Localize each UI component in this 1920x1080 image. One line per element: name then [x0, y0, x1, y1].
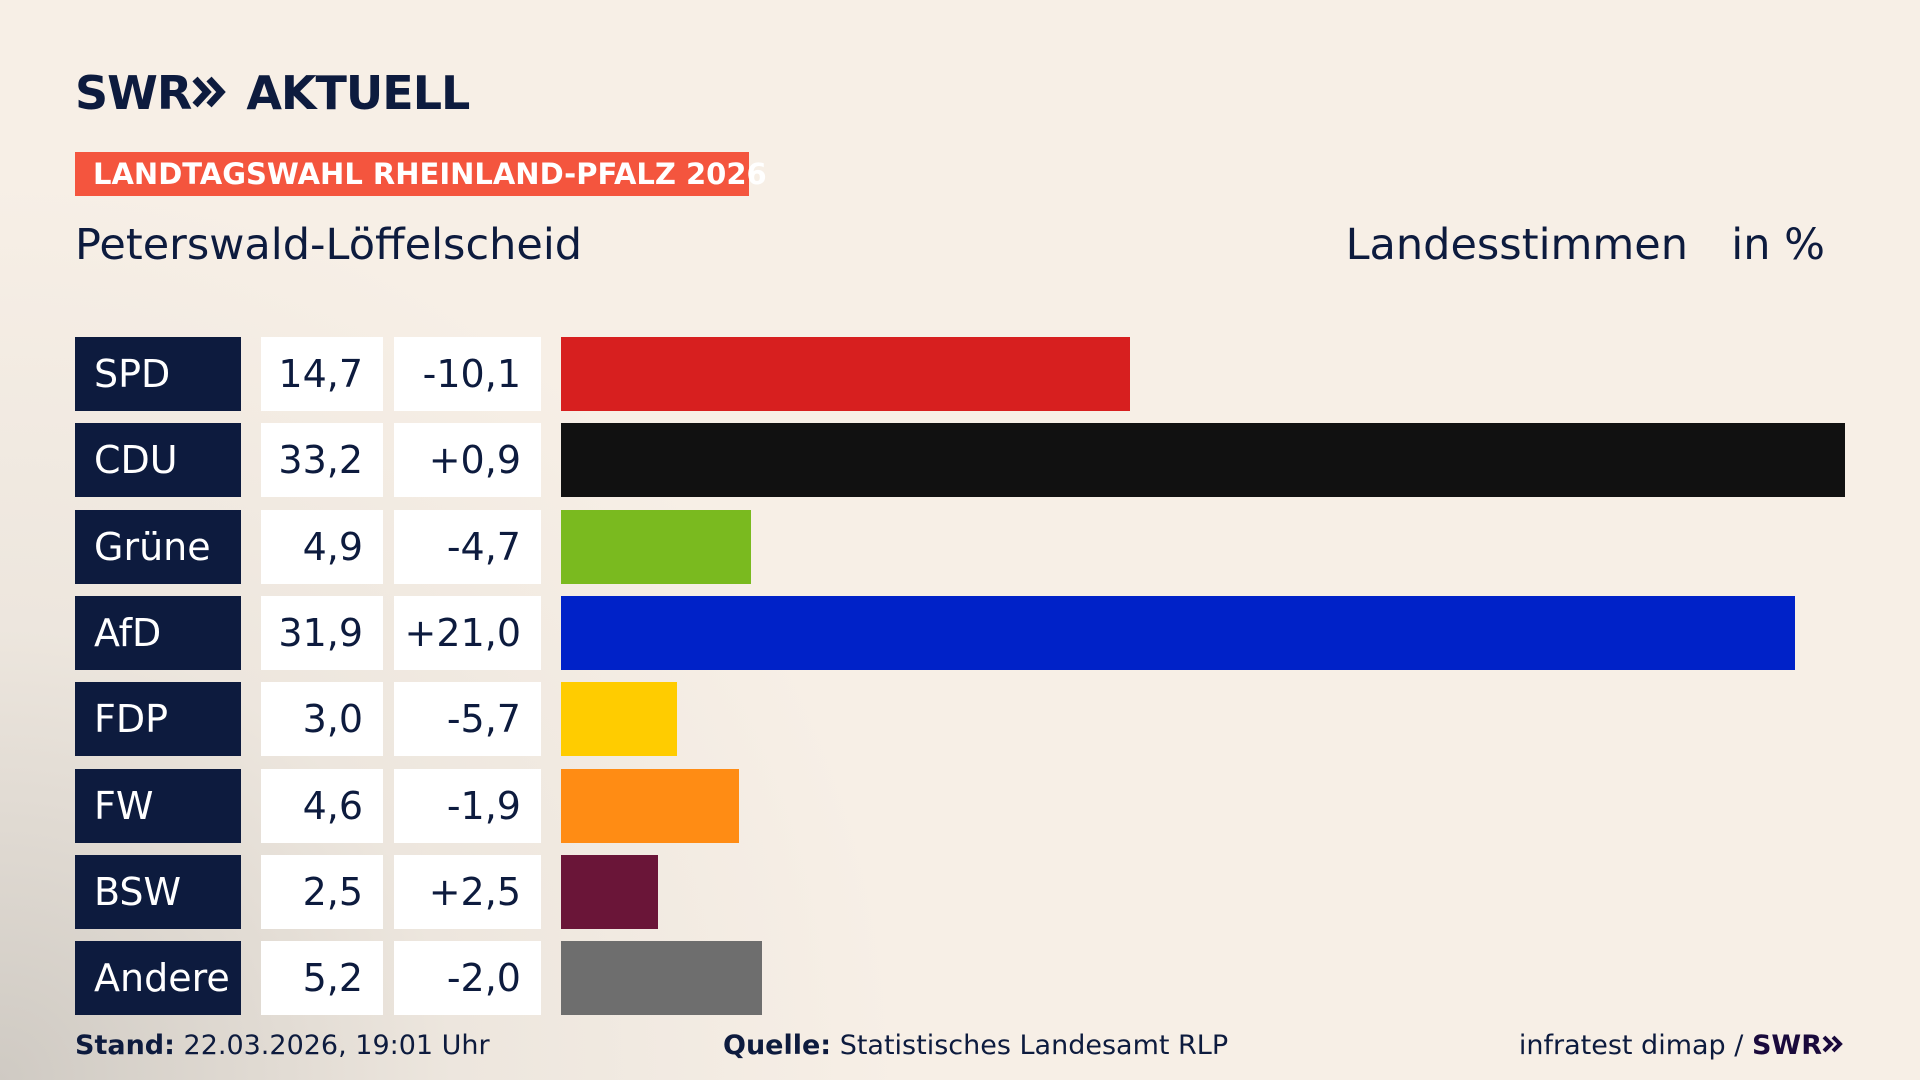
value-label: 5,2 [261, 941, 383, 1016]
party-label: AfD [75, 595, 241, 670]
credit-brand: SWR [1751, 1030, 1822, 1061]
value-label: 3,0 [261, 682, 383, 757]
source: Quelle: Statistisches Landesamt RLP [723, 1030, 1228, 1061]
bar [561, 509, 751, 584]
change-label: -2,0 [394, 941, 541, 1016]
unit: in % [1731, 220, 1825, 270]
change-label: +0,9 [394, 423, 541, 498]
party-label: FW [75, 768, 241, 843]
bar [561, 768, 739, 843]
party-label: CDU [75, 423, 241, 498]
value-label: 33,2 [261, 423, 383, 498]
value-label: 31,9 [261, 595, 383, 670]
stand-label: Stand: [75, 1030, 175, 1061]
value-label: 4,6 [261, 768, 383, 843]
bar [561, 682, 678, 757]
party-label: Andere [75, 941, 241, 1016]
bar [561, 854, 658, 929]
change-label: -4,7 [394, 509, 541, 584]
stand-value: 22.03.2026, 19:01 Uhr [183, 1030, 490, 1061]
party-label: FDP [75, 682, 241, 757]
party-label: SPD [75, 337, 241, 411]
source-label: Quelle: [723, 1030, 832, 1061]
change-label: -5,7 [394, 682, 541, 757]
measure: Landesstimmen [1345, 220, 1688, 270]
value-label: 14,7 [261, 337, 383, 411]
change-label: -10,1 [394, 337, 541, 411]
bar [561, 941, 763, 1016]
chevrons [192, 76, 227, 108]
party-label: Grüne [75, 509, 241, 584]
value-label: 2,5 [261, 854, 383, 929]
value-label: 4,9 [261, 509, 383, 584]
logo-brand: SWR [75, 66, 192, 120]
logo: SWR AKTUELL [75, 66, 470, 120]
change-label: +2,5 [394, 854, 541, 929]
title: Peterswald-Löffelscheid [75, 220, 583, 270]
party-label: BSW [75, 854, 241, 929]
banner: LANDTAGSWAHL RHEINLAND-PFALZ 2026 [75, 152, 767, 196]
change-label: +21,0 [394, 595, 541, 670]
logo-suffix: AKTUELL [246, 66, 470, 120]
change-label: -1,9 [394, 768, 541, 843]
bar [561, 337, 1130, 411]
stand: Stand: 22.03.2026, 19:01 Uhr [75, 1030, 490, 1061]
bar [561, 595, 1795, 670]
bar [561, 423, 1845, 498]
credit-text: infratest dimap / [1518, 1030, 1744, 1061]
source-value: Statistisches Landesamt RLP [839, 1030, 1229, 1061]
credit: infratest dimap / SWR [1519, 1030, 1844, 1061]
credit-chevrons [1822, 1035, 1843, 1053]
